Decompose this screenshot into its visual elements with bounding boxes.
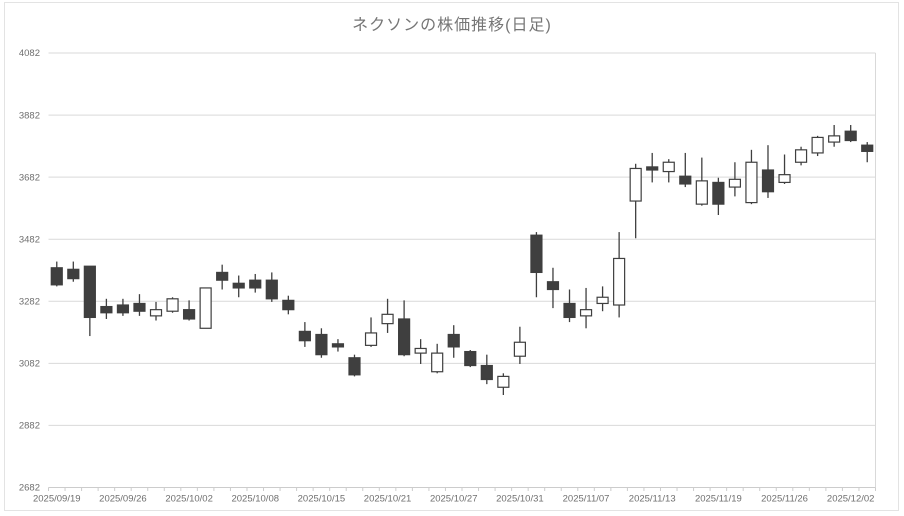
candle-body-up: [828, 135, 841, 143]
chart-title: ネクソンの株価推移(日足): [352, 17, 552, 34]
candle-body-down: [331, 343, 345, 348]
candle-body-up: [728, 178, 742, 188]
candle-body-up: [497, 375, 510, 388]
y-axis-label: 4082: [19, 48, 40, 59]
candle-body-down: [298, 330, 311, 342]
candle-body-up: [166, 298, 179, 312]
candle-body-up: [629, 167, 642, 202]
candle-body-down: [712, 181, 725, 205]
x-axis-label: 2025/10/27: [430, 494, 478, 505]
candle-body-up: [579, 309, 593, 317]
candle-body-down: [546, 281, 560, 291]
candle-body-down: [50, 267, 63, 286]
candle-body-up: [513, 341, 526, 357]
candle-body-up: [745, 161, 758, 204]
candle-body-down: [265, 279, 278, 300]
x-axis-label: 2025/10/15: [298, 494, 346, 505]
candle-body-down: [447, 333, 460, 348]
y-axis-label: 3882: [19, 110, 40, 121]
candle-body-down: [100, 305, 113, 314]
candle-body-up: [414, 347, 427, 354]
x-axis-label: 2025/11/13: [629, 494, 676, 505]
candle-body-down: [216, 271, 229, 281]
y-axis-label: 3482: [19, 234, 40, 245]
candle-body-down: [249, 279, 262, 289]
candle-body-up: [778, 174, 791, 184]
candle-body-down: [464, 350, 477, 367]
x-axis-label: 2025/10/02: [165, 494, 213, 505]
candle-body-up: [364, 332, 378, 346]
candle-body-up: [695, 180, 708, 205]
y-axis-label: 3682: [19, 172, 40, 183]
candle-body-up: [149, 309, 163, 317]
y-axis-label: 2882: [19, 421, 40, 432]
candle-body-up: [596, 296, 609, 305]
candle-body-up: [199, 287, 212, 329]
candle-body-up: [662, 161, 675, 173]
candle-body-down: [530, 234, 543, 274]
candle-body-down: [348, 357, 361, 376]
candle-body-down: [116, 304, 130, 314]
candle-body-up: [431, 352, 444, 373]
x-axis-label: 2025/09/26: [99, 494, 147, 505]
x-axis-label: 2025/11/26: [761, 494, 808, 505]
x-axis-label: 2025/12/02: [827, 494, 875, 505]
x-axis-label: 2025/09/19: [33, 494, 81, 505]
candle-body-down: [83, 265, 96, 319]
candle-body-up: [381, 313, 394, 325]
candle-body-down: [761, 169, 775, 193]
y-axis-label: 3282: [19, 296, 40, 307]
candle-body-down: [646, 166, 659, 171]
y-axis-label: 3082: [19, 359, 40, 370]
x-axis-label: 2025/10/08: [231, 494, 279, 505]
candle-body-down: [679, 175, 692, 185]
candle-body-down: [861, 144, 874, 152]
candle-body-down: [563, 302, 576, 319]
candle-body-down: [232, 282, 245, 289]
candle-body-up: [811, 136, 824, 154]
chart-frame[interactable]: [4, 2, 899, 511]
candle-body-down: [182, 309, 196, 320]
x-axis-label: 2025/10/31: [496, 494, 544, 505]
candle-body-down: [282, 299, 295, 311]
candle-body-up: [794, 149, 808, 163]
candle-body-down: [133, 302, 146, 312]
candle-body-down: [844, 130, 857, 142]
x-axis-label: 2025/10/21: [364, 494, 412, 505]
candle-body-down: [398, 318, 411, 356]
candle-body-down: [67, 268, 80, 280]
candle-body-down: [480, 364, 493, 381]
candle-body-down: [315, 333, 328, 356]
candle-body-up: [613, 257, 626, 306]
y-axis-label: 2682: [19, 483, 40, 494]
x-axis-label: 2025/11/19: [695, 494, 742, 505]
x-axis-label: 2025/11/07: [563, 494, 610, 505]
